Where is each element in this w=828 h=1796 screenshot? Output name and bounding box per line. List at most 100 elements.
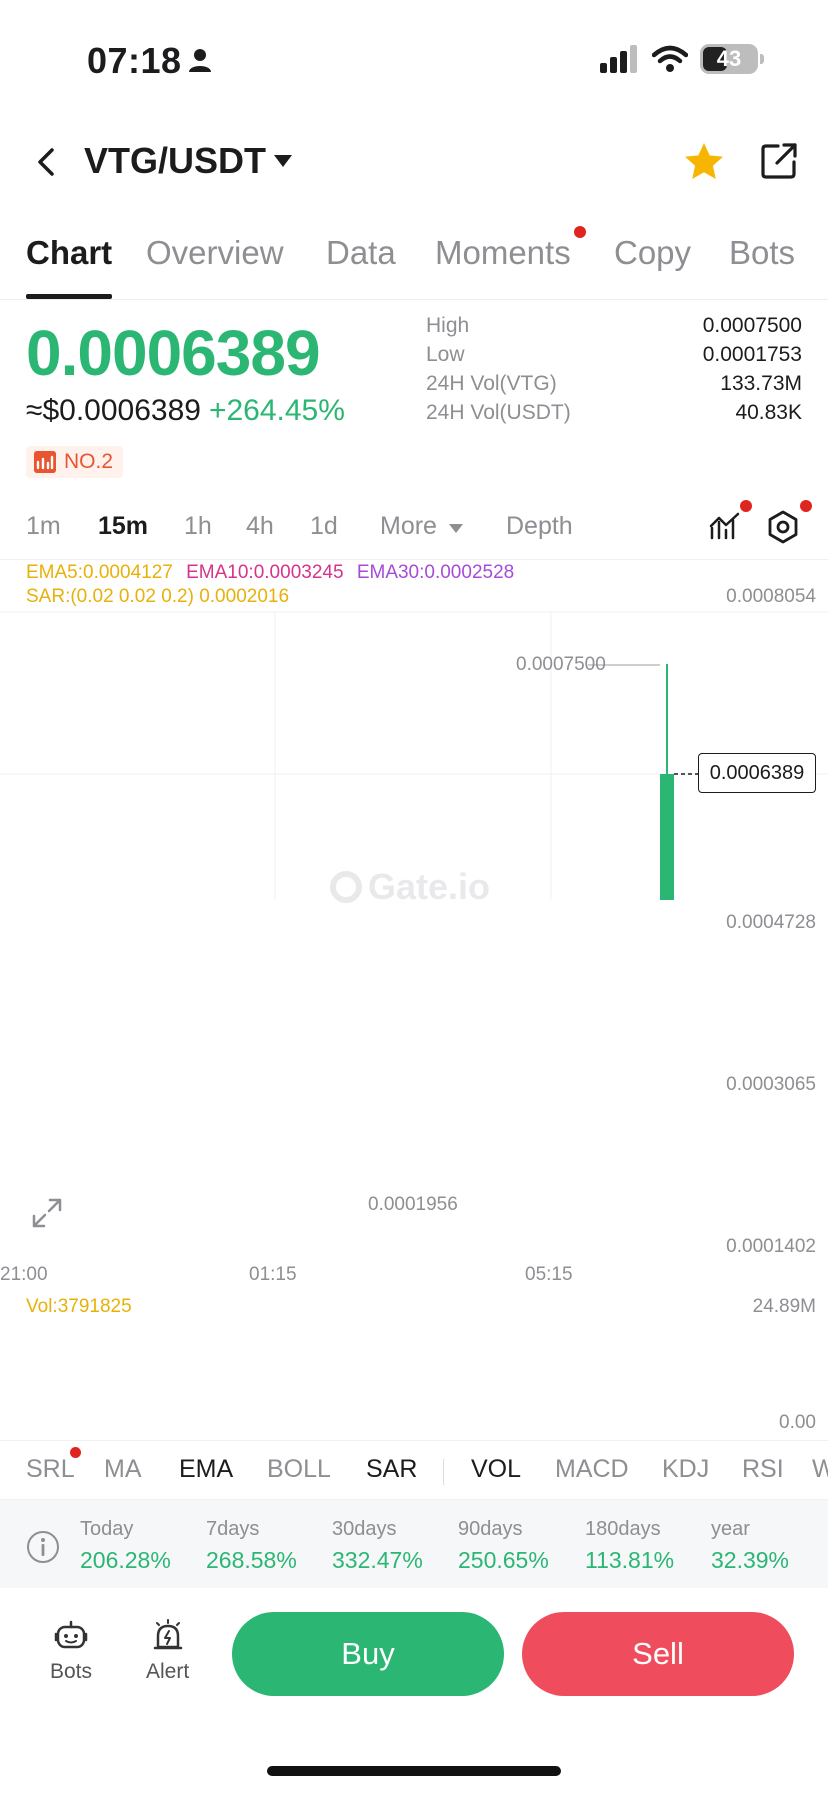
indicator-sar[interactable]: SAR xyxy=(366,1455,418,1483)
interval-1d[interactable]: 1d xyxy=(310,512,338,540)
battery-icon: 43 xyxy=(700,44,764,74)
indicator-macd[interactable]: MACD xyxy=(555,1455,629,1483)
fullscreen-expand-icon[interactable] xyxy=(30,1196,64,1230)
settings-notification-dot xyxy=(800,500,812,512)
stat-label: Low xyxy=(426,343,465,366)
tab-chart[interactable]: Chart xyxy=(26,234,113,271)
tab-data[interactable]: Data xyxy=(326,234,396,271)
stat-value: 0.0007500 xyxy=(702,314,802,337)
wifi-icon xyxy=(652,45,688,72)
perf-label: 180days xyxy=(585,1518,661,1540)
stat-value: 0.0001753 xyxy=(702,343,802,366)
indicator-ma[interactable]: MA xyxy=(104,1455,142,1483)
perf-30days: 30days 332.47% xyxy=(332,1518,423,1574)
buy-button[interactable]: Buy xyxy=(232,1612,504,1696)
main-tabs: Chart Overview Data Moments Copy Bots xyxy=(0,220,828,300)
candlestick-chart[interactable] xyxy=(0,0,828,900)
info-icon[interactable] xyxy=(26,1530,60,1564)
gateio-logo-icon xyxy=(330,871,362,903)
sar-legend: SAR:(0.02 0.02 0.2) 0.0002016 xyxy=(26,586,290,607)
perf-value: 332.47% xyxy=(332,1547,423,1573)
perf-value: 268.58% xyxy=(206,1547,297,1573)
tab-moments[interactable]: Moments xyxy=(435,234,571,271)
indicator-wr[interactable]: W xyxy=(812,1455,828,1484)
interval-1m[interactable]: 1m xyxy=(26,512,61,540)
volume-max-label: 24.89M xyxy=(752,1296,816,1317)
interval-1h[interactable]: 1h xyxy=(184,512,212,540)
x-tick-label: 01:15 xyxy=(249,1264,297,1285)
indicator-boll[interactable]: BOLL xyxy=(267,1455,331,1483)
interval-4h[interactable]: 4h xyxy=(246,512,274,540)
indicator-kdj[interactable]: KDJ xyxy=(662,1455,710,1483)
indicator-ema[interactable]: EMA xyxy=(179,1455,234,1483)
interval-15m[interactable]: 15m xyxy=(98,512,149,540)
indicator-vol[interactable]: VOL xyxy=(471,1455,522,1483)
stat-vol-usdt: 24H Vol(USDT) 40.83K xyxy=(426,401,802,430)
rank-badge[interactable]: NO.2 xyxy=(26,446,124,478)
volume-label: Vol:3791825 xyxy=(26,1296,132,1317)
x-tick-label: 21:00 xyxy=(0,1264,48,1285)
tab-copy[interactable]: Copy xyxy=(614,234,692,271)
perf-label: 90days xyxy=(458,1518,523,1540)
perf-year: year 32.39% xyxy=(711,1518,789,1574)
header: VTG/USDT xyxy=(0,120,828,202)
perf-value: 250.65% xyxy=(458,1547,549,1573)
ema10-value: EMA10:0.0003245 xyxy=(186,562,344,583)
moments-notification-dot xyxy=(574,226,586,238)
perf-today: Today 206.28% xyxy=(80,1518,171,1574)
stat-label: 24H Vol(USDT) xyxy=(426,401,571,424)
caret-down-icon[interactable] xyxy=(272,153,294,169)
indicator-tabs: SRL MA EMA BOLL SAR VOL MACD KDJ RSI W xyxy=(0,1440,828,1500)
perf-label: Today xyxy=(80,1518,134,1540)
y-tick-label: 0.0003065 xyxy=(726,1074,816,1095)
y-tick-label: 0.0001402 xyxy=(726,1236,816,1257)
interval-more[interactable]: More xyxy=(380,512,464,541)
interval-bar: 1m 15m 1h 4h 1d More Depth xyxy=(0,500,828,560)
low-price-marker: 0.0001956 xyxy=(368,1194,458,1215)
settings-hexagon-icon[interactable] xyxy=(766,510,800,544)
bottom-action-bar: Bots Alert Buy Sell xyxy=(0,1588,828,1728)
indicator-rsi[interactable]: RSI xyxy=(742,1455,784,1483)
active-tab-indicator xyxy=(26,294,112,299)
interval-depth[interactable]: Depth xyxy=(506,512,573,540)
perf-7days: 7days 268.58% xyxy=(206,1518,297,1574)
status-time: 07:18 xyxy=(87,40,182,81)
pair-title[interactable]: VTG/USDT xyxy=(84,140,267,181)
tab-bots[interactable]: Bots xyxy=(729,234,796,271)
high-price-marker: 0.0007500 xyxy=(516,654,606,675)
perf-label: year xyxy=(711,1518,750,1540)
performance-strip: Today 206.28% 7days 268.58% 30days 332.4… xyxy=(0,1500,828,1588)
indicator-srl[interactable]: SRL xyxy=(26,1455,75,1483)
alert-label: Alert xyxy=(146,1660,190,1683)
share-icon[interactable] xyxy=(758,140,800,182)
indicator-chart-icon[interactable] xyxy=(708,510,742,544)
bots-button[interactable]: Bots xyxy=(50,1618,92,1684)
perf-value: 113.81% xyxy=(585,1547,675,1573)
stat-low: Low 0.0001753 xyxy=(426,343,802,372)
watermark-text: Gate.io xyxy=(368,866,491,907)
x-tick-label: 05:15 xyxy=(525,1264,573,1285)
cellular-signal-icon xyxy=(600,45,637,73)
ema-legend: EMA5:0.0004127 EMA10:0.0003245 EMA30:0.0… xyxy=(26,562,514,584)
sell-button[interactable]: Sell xyxy=(522,1612,794,1696)
y-tick-label: 0.0008054 xyxy=(726,586,816,607)
perf-label: 7days xyxy=(206,1518,260,1540)
perf-value: 206.28% xyxy=(80,1547,171,1573)
favorite-star-icon[interactable] xyxy=(682,140,726,184)
person-icon xyxy=(189,49,211,72)
back-arrow-icon[interactable] xyxy=(28,142,68,182)
trend-chart-icon xyxy=(34,451,56,473)
alert-button[interactable]: Alert xyxy=(146,1618,189,1684)
y-tick-label: 0.0004728 xyxy=(726,912,816,933)
robot-icon xyxy=(54,1620,88,1649)
stat-label: 24H Vol(VTG) xyxy=(426,372,557,395)
perf-value: 32.39% xyxy=(711,1547,790,1573)
battery-level: 43 xyxy=(716,46,742,71)
current-price-tag[interactable]: 0.0006389 xyxy=(698,753,816,793)
ticker-stats: High 0.0007500 Low 0.0001753 24H Vol(VTG… xyxy=(426,314,802,430)
home-indicator xyxy=(267,1766,561,1776)
stat-vol-vtg: 24H Vol(VTG) 133.73M xyxy=(426,372,802,401)
tab-overview[interactable]: Overview xyxy=(146,234,284,271)
caret-down-icon xyxy=(448,524,463,533)
alarm-bell-icon xyxy=(153,1619,182,1650)
